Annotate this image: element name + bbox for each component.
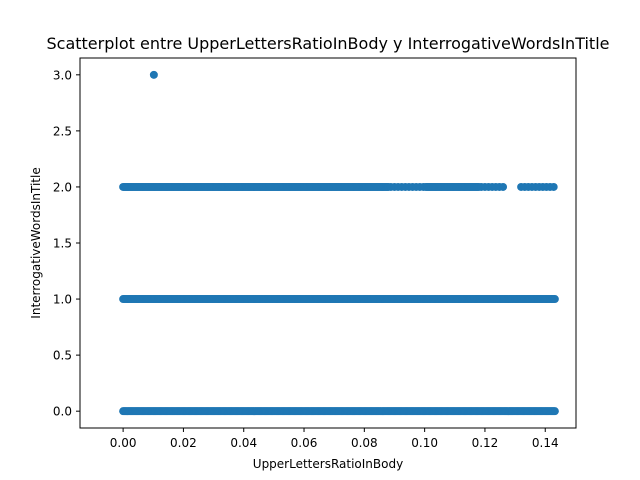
x-tick: 0.14	[532, 428, 559, 450]
data-point	[550, 407, 559, 416]
x-tick-label: 0.00	[110, 436, 137, 450]
x-axis-label: UpperLettersRatioInBody	[253, 457, 403, 471]
x-tick-label: 0.10	[411, 436, 438, 450]
y-tick: 1.0	[53, 293, 80, 307]
y-tick-label: 2.0	[53, 180, 72, 194]
x-tick: 0.02	[170, 428, 197, 450]
x-axis-ticks: 0.00 0.02 0.04 0.06 0.08 0.10 0.12 0.14	[110, 428, 559, 450]
x-tick-label: 0.14	[532, 436, 559, 450]
x-tick: 0.08	[351, 428, 378, 450]
x-tick: 0.10	[411, 428, 438, 450]
y-tick: 2.5	[53, 124, 80, 138]
outlier-point	[149, 70, 158, 79]
x-tick: 0.00	[110, 428, 137, 450]
y-tick-label: 3.0	[53, 68, 72, 82]
y-axis-ticks: 0.0 0.5 1.0 1.5 2.0 2.5 3.0	[53, 68, 80, 419]
y-tick-label: 1.0	[53, 293, 72, 307]
y-tick: 3.0	[53, 68, 80, 82]
x-tick-label: 0.06	[291, 436, 318, 450]
y-tick-label: 0.5	[53, 349, 72, 363]
y-tick: 0.0	[53, 405, 80, 419]
data-point	[549, 182, 558, 191]
y-tick: 2.0	[53, 180, 80, 194]
x-tick: 0.06	[291, 428, 318, 450]
y-tick-label: 0.0	[53, 405, 72, 419]
y-axis-label: InterrogativeWordsInTitle	[29, 167, 43, 318]
x-tick-label: 0.04	[230, 436, 257, 450]
x-tick-label: 0.08	[351, 436, 378, 450]
y-tick: 0.5	[53, 349, 80, 363]
y-tick-label: 1.5	[53, 237, 72, 251]
y-tick-label: 2.5	[53, 124, 72, 138]
x-tick-label: 0.02	[170, 436, 197, 450]
data-points	[119, 70, 559, 416]
chart-title: Scatterplot entre UpperLettersRatioInBod…	[47, 34, 610, 53]
y-tick: 1.5	[53, 237, 80, 251]
x-tick: 0.12	[472, 428, 499, 450]
x-tick-label: 0.12	[472, 436, 499, 450]
data-point	[499, 182, 508, 191]
data-point	[550, 295, 559, 304]
x-tick: 0.04	[230, 428, 257, 450]
